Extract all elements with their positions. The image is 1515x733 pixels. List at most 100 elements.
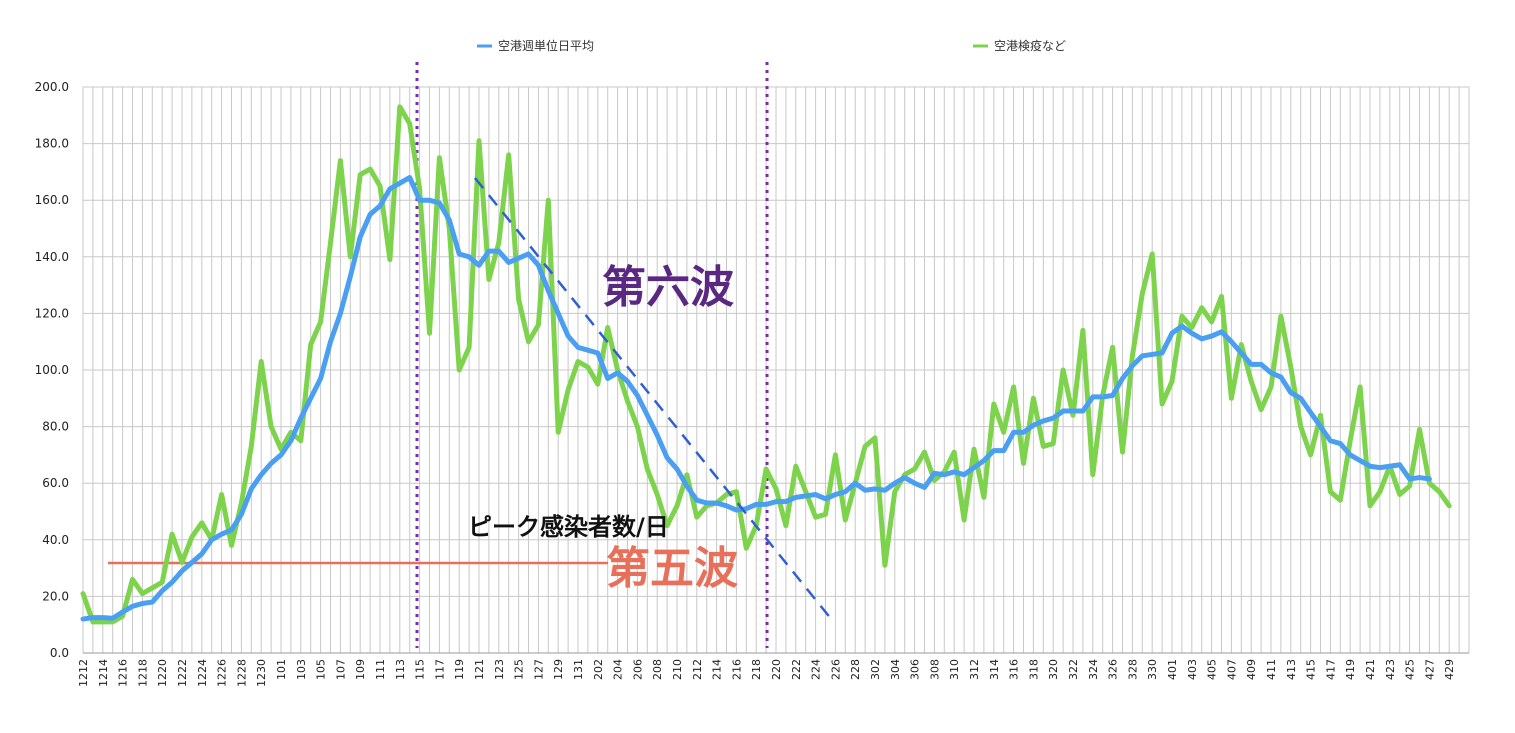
data-point-quarantine [1121,451,1124,453]
x-tick-label: 314 [988,659,1001,680]
data-point-quarantine [448,227,451,230]
data-point-quarantine [359,173,362,176]
data-point-quarantine [1448,505,1450,507]
data-point-quarantine [141,592,144,595]
data-point-weekly-average [557,312,559,315]
data-point-quarantine [191,536,193,538]
data-point-quarantine [121,615,124,618]
data-point-weekly-average [973,466,975,469]
data-point-weekly-average [1032,424,1035,426]
data-point-quarantine [1250,380,1252,383]
y-tick-label: 20.0 [42,589,69,603]
data-point-quarantine [418,188,421,190]
data-point-weekly-average [1012,431,1015,434]
x-tick-label: 415 [1305,659,1318,680]
data-point-weekly-average [141,602,144,605]
data-point-quarantine [696,516,698,518]
x-tick-label: 330 [1146,659,1159,680]
data-point-quarantine [478,139,480,142]
x-tick-label: 1214 [97,659,110,687]
data-point-quarantine [676,505,678,507]
data-point-weekly-average [498,250,500,252]
data-point-weekly-average [82,618,84,620]
data-point-weekly-average [1191,332,1193,335]
data-point-quarantine [488,278,490,281]
x-tick-label: 302 [869,659,882,680]
data-point-weekly-average [240,513,243,516]
data-point-quarantine [963,519,965,521]
data-point-weekly-average [567,335,569,337]
legend: 空港週単位日平均 空港検疫など [477,38,1066,53]
x-tick-label: 318 [1027,659,1040,680]
data-point-quarantine [171,533,173,535]
data-point-quarantine [1042,445,1045,448]
data-point-quarantine [1131,355,1134,357]
data-point-quarantine [775,488,777,490]
data-point-quarantine [349,255,352,258]
data-point-weekly-average [369,213,371,216]
data-point-weekly-average [903,476,906,479]
data-point-weekly-average [428,199,431,201]
x-tick-label: 127 [532,659,545,680]
x-tick-label: 123 [493,659,506,680]
data-point-quarantine [894,490,896,493]
data-point-weekly-average [1408,478,1411,480]
x-tick-label: 425 [1404,659,1417,680]
data-point-quarantine [1418,428,1421,431]
y-tick-label: 0.0 [50,646,69,660]
data-point-quarantine [1151,253,1153,255]
data-point-quarantine [1359,386,1361,388]
data-point-quarantine [1161,403,1163,405]
data-point-quarantine [597,383,599,385]
data-point-quarantine [1408,485,1411,487]
data-point-quarantine [161,581,163,584]
data-point-quarantine [220,493,223,496]
data-point-quarantine [557,431,559,434]
x-tick-label: 401 [1166,659,1179,680]
x-tick-label: 204 [612,659,625,680]
data-point-quarantine [646,468,649,470]
x-tick-label: 119 [453,659,466,680]
x-tick-label: 411 [1265,659,1278,680]
data-point-quarantine [1111,346,1114,349]
x-tick-label: 226 [829,659,842,680]
data-point-weekly-average [834,493,837,496]
data-point-weekly-average [527,253,530,255]
x-tick-label: 206 [631,659,644,680]
x-tick-label: 304 [889,659,902,680]
data-point-quarantine [389,258,391,261]
data-point-weekly-average [1092,396,1094,398]
x-tick-label: 125 [513,659,526,680]
data-point-weekly-average [1250,363,1252,366]
data-point-quarantine [240,502,243,504]
x-axis-tick-labels: 1212 1214 1216 1218 1220 1222 1224 1226 1228 1230… [77,659,1456,687]
data-point-quarantine [884,564,886,567]
data-point-quarantine [92,621,94,623]
data-point-quarantine [537,323,540,326]
data-point-weekly-average [1082,410,1084,412]
data-point-quarantine [1339,499,1342,501]
legend-label-quarantine: 空港検疫など [994,38,1066,53]
x-tick-label: 224 [810,659,823,680]
data-point-weekly-average [270,462,272,465]
x-tick-label: 322 [1067,659,1080,680]
data-point-quarantine [616,369,619,371]
x-tick-label: 113 [394,659,407,680]
x-tick-label: 101 [275,659,288,680]
x-tick-label: 324 [1087,659,1100,680]
data-point-weekly-average [646,414,649,417]
data-point-weekly-average [636,394,639,397]
data-point-quarantine [656,493,658,496]
x-tick-label: 429 [1443,659,1456,680]
data-point-weekly-average [517,257,520,260]
x-tick-label: 109 [354,659,367,680]
data-point-weekly-average [102,616,104,619]
data-point-weekly-average [715,502,718,504]
x-tick-label: 403 [1186,659,1199,680]
data-point-quarantine [339,159,342,162]
data-point-weekly-average [606,377,609,380]
data-point-quarantine [606,326,609,329]
data-point-weekly-average [666,456,668,459]
data-point-weekly-average [963,473,965,476]
